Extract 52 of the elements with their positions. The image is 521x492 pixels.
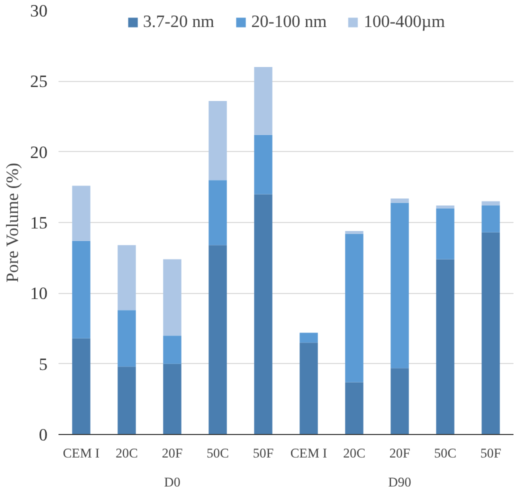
- bar: [390, 202, 409, 368]
- legend-label: 100-400µm: [364, 12, 446, 32]
- bar: [345, 230, 364, 234]
- legend-label: 3.7-20 nm: [142, 12, 214, 32]
- x-tick-label: 50C: [434, 446, 456, 460]
- bar: [300, 342, 318, 434]
- x-tick-label: 50F: [480, 446, 502, 460]
- bar: [72, 240, 90, 338]
- x-tick-label: 20F: [389, 446, 410, 460]
- x-tick-label: CEM I: [290, 446, 328, 460]
- x-tick-label: 20C: [343, 446, 366, 460]
- x-tick-label: 50F: [252, 446, 274, 460]
- x-tick-label: 20C: [116, 446, 138, 460]
- bar: [300, 332, 318, 343]
- bar: [72, 338, 90, 434]
- y-tick-label: 30: [30, 2, 48, 20]
- y-tick-label: 25: [30, 72, 48, 92]
- bar: [118, 366, 136, 434]
- bar: [482, 232, 500, 434]
- bar: [72, 186, 90, 241]
- bar: [163, 336, 182, 364]
- bar: [345, 382, 364, 434]
- x-tick-label: 50C: [206, 446, 229, 460]
- bar: [118, 245, 136, 310]
- y-tick-label: 20: [30, 142, 48, 162]
- bar: [254, 194, 272, 434]
- bar: [482, 206, 500, 232]
- bar: [482, 201, 500, 206]
- bar: [254, 134, 272, 194]
- text: D0: [164, 474, 181, 490]
- bar: [436, 259, 454, 434]
- bar: [163, 259, 182, 336]
- bar: [345, 234, 364, 382]
- bar: [163, 364, 182, 434]
- bar: [208, 100, 227, 180]
- y-tick-label: 10: [30, 284, 48, 304]
- bar: [390, 198, 409, 203]
- y-axis-title: Pore Volume (%): [3, 162, 22, 282]
- bar: [436, 206, 454, 208]
- text: D90: [388, 474, 412, 490]
- y-tick-label: 15: [30, 214, 48, 232]
- bar: [436, 208, 454, 260]
- bar: [254, 67, 272, 135]
- y-tick-label: 5: [38, 354, 48, 374]
- x-tick-label: 20F: [162, 446, 183, 460]
- bar: [390, 368, 409, 434]
- bar: [208, 180, 227, 246]
- bar: [208, 245, 227, 434]
- x-tick-label: CEM I: [62, 446, 100, 460]
- y-tick-label: 0: [38, 426, 48, 444]
- bar: [118, 310, 136, 367]
- legend-label: 20-100 nm: [251, 12, 327, 32]
